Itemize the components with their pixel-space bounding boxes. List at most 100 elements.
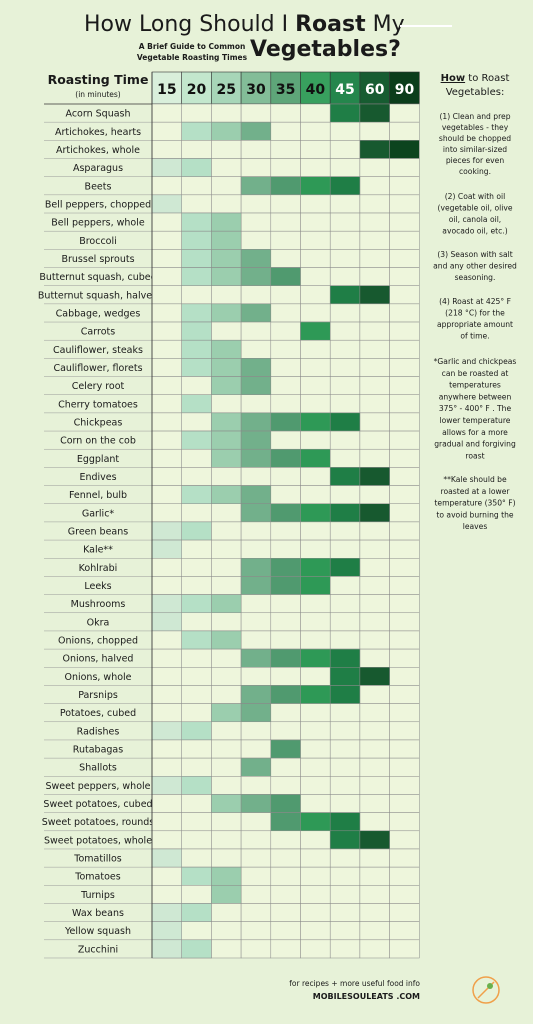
empty-cell <box>389 939 420 959</box>
note-line: to avoid burning the <box>436 510 514 519</box>
empty-cell <box>240 230 272 250</box>
empty-cell <box>240 830 272 850</box>
row-label: Bell peppers, whole <box>51 218 145 229</box>
empty-cell <box>270 376 301 395</box>
empty-cell <box>300 249 331 268</box>
empty-cell <box>389 830 420 850</box>
empty-cell <box>389 448 420 468</box>
roast-cell <box>240 358 272 377</box>
empty-cell <box>329 339 361 359</box>
empty-cell <box>151 558 182 577</box>
empty-cell <box>240 467 272 486</box>
empty-cell <box>389 667 420 686</box>
empty-cell <box>359 521 390 541</box>
note-line: temperatures <box>449 381 501 390</box>
roast-cell <box>270 558 301 577</box>
note-line: (vegetable oil, olive <box>438 204 513 213</box>
row-label: Yellow squash <box>64 926 131 937</box>
note-line: vegetables - they <box>442 123 509 132</box>
note-line: (3) Season with salt <box>437 250 512 259</box>
empty-cell <box>329 921 361 941</box>
empty-cell <box>329 939 361 959</box>
empty-cell <box>240 140 272 159</box>
row-label: Sweet potatoes, cubed <box>43 799 152 810</box>
roast-cell <box>359 467 390 486</box>
empty-cell <box>389 903 420 922</box>
empty-cell <box>300 630 331 650</box>
note-line: temperature (350° F) <box>434 499 515 508</box>
roast-cell <box>300 503 331 523</box>
empty-cell <box>151 412 182 432</box>
footer-text: for recipes + more useful food info <box>289 979 420 988</box>
notes-how: How <box>441 73 465 84</box>
column-header: 15 <box>157 82 176 98</box>
empty-cell <box>329 430 361 450</box>
empty-cell <box>329 757 361 777</box>
roast-cell <box>359 103 390 123</box>
empty-cell <box>389 212 420 232</box>
empty-cell <box>359 358 390 377</box>
empty-cell <box>240 776 272 795</box>
empty-cell <box>270 230 301 250</box>
roast-cell <box>329 176 361 196</box>
empty-cell <box>270 830 301 850</box>
empty-cell <box>181 739 212 759</box>
header-cell <box>181 71 212 105</box>
roast-cell <box>211 430 242 450</box>
roast-cell <box>300 176 331 196</box>
empty-cell <box>389 121 420 141</box>
empty-cell <box>151 685 182 704</box>
roast-cell <box>240 703 272 723</box>
empty-cell <box>181 176 212 196</box>
empty-cell <box>270 103 301 123</box>
empty-cell <box>151 140 182 159</box>
note-line: should be chopped <box>439 134 511 143</box>
roast-cell <box>240 430 272 450</box>
empty-cell <box>389 594 420 614</box>
empty-cell <box>359 794 390 813</box>
empty-cell <box>240 339 272 359</box>
row-label: Shallots <box>79 763 117 774</box>
empty-cell <box>211 321 242 341</box>
empty-cell <box>211 503 242 523</box>
title-bold: Vegetables? <box>250 37 401 62</box>
empty-cell <box>211 176 242 196</box>
empty-cell <box>389 412 420 432</box>
empty-cell <box>329 376 361 395</box>
empty-cell <box>211 521 242 541</box>
roast-cell <box>240 249 272 268</box>
empty-cell <box>329 448 361 468</box>
header-cell <box>300 71 331 105</box>
empty-cell <box>181 885 212 904</box>
empty-cell <box>300 230 331 250</box>
column-header: 90 <box>395 82 415 98</box>
empty-cell <box>329 885 361 904</box>
roast-cell <box>211 230 242 250</box>
note-line: avocado oil, etc.) <box>442 227 507 236</box>
empty-cell <box>389 721 420 741</box>
empty-cell <box>300 358 331 377</box>
empty-cell <box>329 703 361 723</box>
empty-cell <box>270 594 301 614</box>
empty-cell <box>329 321 361 341</box>
empty-cell <box>151 376 182 395</box>
empty-cell <box>389 376 420 395</box>
roast-cell <box>270 648 301 668</box>
empty-cell <box>389 776 420 795</box>
empty-cell <box>181 467 212 486</box>
row-label: Bell peppers, chopped <box>45 199 151 210</box>
roast-cell <box>270 576 301 595</box>
roast-cell <box>151 939 182 959</box>
roast-cell <box>181 321 212 341</box>
note-line: into similar-sized <box>443 145 507 154</box>
empty-cell <box>389 739 420 759</box>
roast-cell <box>329 830 361 850</box>
row-label: Wax beans <box>72 908 124 919</box>
roast-cell <box>359 667 390 686</box>
row-label: Brussel sprouts <box>61 254 134 265</box>
empty-cell <box>270 848 301 868</box>
roast-cell <box>151 903 182 922</box>
note-line: **Kale should be <box>443 475 507 484</box>
empty-cell <box>389 158 420 177</box>
empty-cell <box>389 630 420 650</box>
